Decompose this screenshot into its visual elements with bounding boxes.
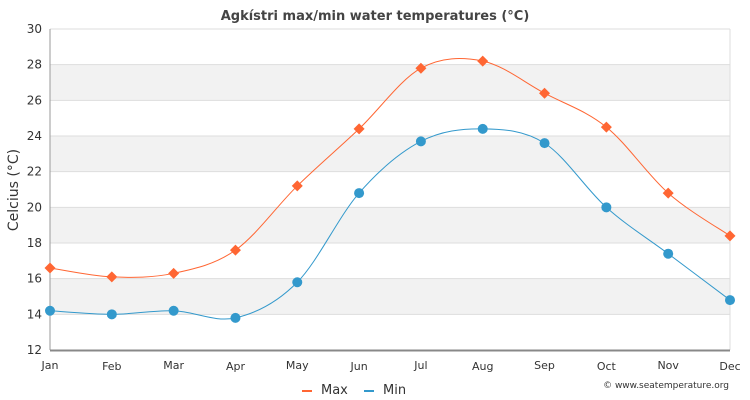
- y-tick-label: 28: [27, 58, 42, 72]
- grid-band: [50, 278, 730, 315]
- x-tick-label: Feb: [102, 360, 121, 373]
- y-tick-label: 30: [27, 22, 42, 36]
- y-tick-label: 26: [27, 93, 42, 107]
- x-tick-label: Dec: [719, 360, 740, 373]
- data-point: [354, 188, 365, 199]
- x-tick-label: Nov: [657, 359, 679, 372]
- y-tick-label: 16: [27, 272, 42, 286]
- y-tick-label: 18: [27, 236, 42, 250]
- x-tick-label: May: [286, 359, 309, 372]
- data-point: [477, 55, 489, 67]
- data-point: [600, 121, 612, 133]
- x-tick-label: Jul: [413, 359, 427, 372]
- data-point: [353, 123, 365, 135]
- x-tick-label: Sep: [534, 359, 555, 372]
- data-point: [601, 202, 612, 213]
- y-tick-label: 12: [27, 343, 42, 357]
- x-tick-label: Jun: [349, 360, 367, 373]
- legend-label: Max: [321, 383, 348, 398]
- data-point: [292, 277, 303, 288]
- credit[interactable]: © www.seatemperature.org: [603, 381, 729, 391]
- x-tick-label: Jan: [41, 359, 59, 372]
- series-max: [44, 55, 736, 283]
- y-tick-label: 24: [27, 129, 42, 143]
- data-point: [106, 271, 118, 283]
- x-tick-label: Oct: [597, 360, 617, 373]
- legend-item-max[interactable]: Max: [302, 383, 348, 398]
- data-point: [45, 305, 55, 316]
- data-point: [477, 123, 488, 134]
- data-point: [724, 230, 736, 242]
- data-point: [539, 138, 550, 149]
- series-min: [45, 123, 735, 323]
- data-point: [291, 180, 303, 192]
- y-tick-label: 14: [27, 307, 42, 321]
- y-axis-label: Celcius (°C): [6, 149, 22, 231]
- legend-label: Min: [383, 383, 406, 398]
- data-point: [663, 248, 674, 259]
- x-tick-label: Apr: [226, 360, 246, 373]
- data-point: [725, 295, 735, 306]
- data-point: [229, 244, 241, 256]
- data-point: [415, 62, 427, 74]
- chart-title: Agkístri max/min water temperatures (°C): [221, 9, 530, 24]
- data-point: [539, 87, 551, 99]
- grid-band: [50, 207, 730, 243]
- data-point: [168, 267, 180, 279]
- legend-item-min[interactable]: Min: [364, 383, 406, 398]
- x-tick-label: Mar: [163, 359, 184, 372]
- data-point: [106, 309, 117, 320]
- y-tick-label: 20: [27, 200, 42, 214]
- data-point: [168, 305, 179, 316]
- grid-band: [50, 136, 730, 172]
- data-point: [662, 187, 674, 199]
- y-tick-label: 22: [27, 165, 42, 179]
- grid-band: [50, 64, 730, 101]
- data-point: [230, 312, 241, 323]
- x-tick-label: Aug: [472, 360, 493, 373]
- data-point: [415, 136, 426, 147]
- data-point: [44, 262, 56, 274]
